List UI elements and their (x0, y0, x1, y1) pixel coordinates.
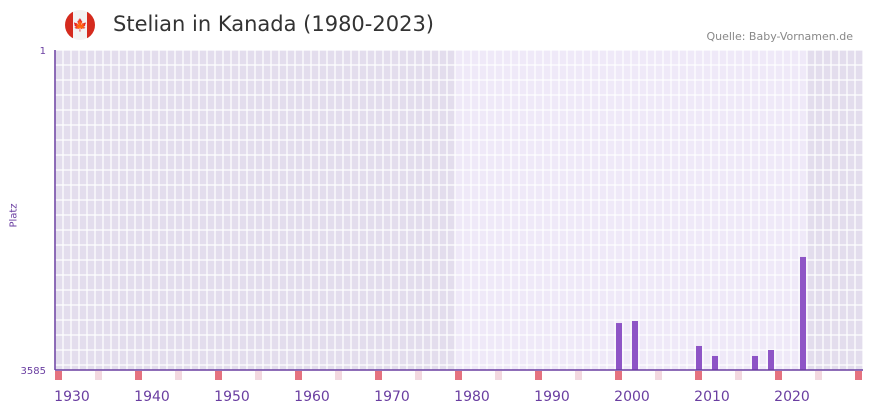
decade-marker (855, 371, 862, 380)
decade-marker (95, 371, 102, 380)
page-title: Stelian in Kanada (1980-2023) (113, 12, 434, 36)
decade-marker (535, 371, 542, 380)
decade-marker (335, 371, 342, 380)
decade-marker (455, 371, 462, 380)
x-tick-label: 1960 (294, 389, 330, 405)
bar-1998 (616, 323, 622, 370)
decade-marker (815, 371, 822, 380)
bar-2021 (800, 256, 806, 370)
bar-2010 (712, 355, 718, 370)
x-tick-label: 1930 (54, 389, 90, 405)
x-tick-label: 2010 (694, 389, 730, 405)
decade-marker (415, 371, 422, 380)
bar-2017 (768, 350, 774, 370)
x-tick-label: 2020 (774, 389, 810, 405)
decade-marker (135, 371, 142, 380)
decade-marker (695, 371, 702, 380)
decade-marker (255, 371, 262, 380)
x-tick-label: 1940 (134, 389, 170, 405)
x-tick-label: 1990 (534, 389, 570, 405)
bar-2008 (696, 345, 702, 370)
decade-marker (575, 371, 582, 380)
decade-marker (775, 371, 782, 380)
y-tick-label: 3585 (21, 366, 46, 377)
decade-marker (495, 371, 502, 380)
decade-marker (175, 371, 182, 380)
x-tick-label: 1950 (214, 389, 250, 405)
bar-2015 (752, 355, 758, 370)
x-tick-label: 1970 (374, 389, 410, 405)
canada-flag-icon: 🍁 (65, 10, 95, 40)
decade-marker (295, 371, 302, 380)
decade-marker (735, 371, 742, 380)
decade-marker (375, 371, 382, 380)
decade-marker (655, 371, 662, 380)
bar-2000 (632, 320, 638, 370)
y-tick-label: 1 (40, 46, 46, 57)
x-tick-label: 1980 (454, 389, 490, 405)
decade-marker (615, 371, 622, 380)
decade-marker (215, 371, 222, 380)
decade-marker (55, 371, 62, 380)
source-link[interactable]: Quelle: Baby-Vornamen.de (706, 30, 853, 43)
x-tick-label: 2000 (614, 389, 650, 405)
